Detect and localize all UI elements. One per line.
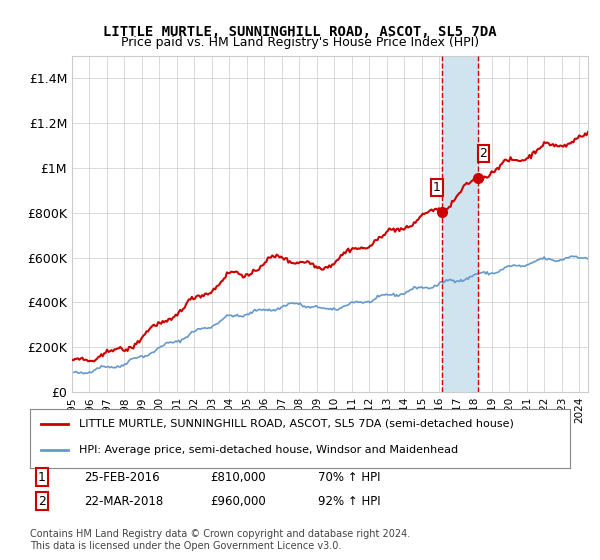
Text: £960,000: £960,000 [210,494,266,508]
Text: 2: 2 [479,147,487,160]
Text: LITTLE MURTLE, SUNNINGHILL ROAD, ASCOT, SL5 7DA (semi-detached house): LITTLE MURTLE, SUNNINGHILL ROAD, ASCOT, … [79,418,514,428]
Text: LITTLE MURTLE, SUNNINGHILL ROAD, ASCOT, SL5 7DA: LITTLE MURTLE, SUNNINGHILL ROAD, ASCOT, … [103,25,497,39]
Text: 2: 2 [38,494,46,508]
Bar [442,56,478,392]
Text: 22-MAR-2018: 22-MAR-2018 [84,494,163,508]
Text: 25-FEB-2016: 25-FEB-2016 [84,470,160,484]
Text: 92% ↑ HPI: 92% ↑ HPI [318,494,380,508]
Text: HPI: Average price, semi-detached house, Windsor and Maidenhead: HPI: Average price, semi-detached house,… [79,445,458,455]
Text: 70% ↑ HPI: 70% ↑ HPI [318,470,380,484]
Text: 1: 1 [433,181,440,194]
Text: 1: 1 [38,470,46,484]
Text: Contains HM Land Registry data © Crown copyright and database right 2024.
This d: Contains HM Land Registry data © Crown c… [30,529,410,551]
Text: £810,000: £810,000 [210,470,266,484]
Text: Price paid vs. HM Land Registry's House Price Index (HPI): Price paid vs. HM Land Registry's House … [121,36,479,49]
